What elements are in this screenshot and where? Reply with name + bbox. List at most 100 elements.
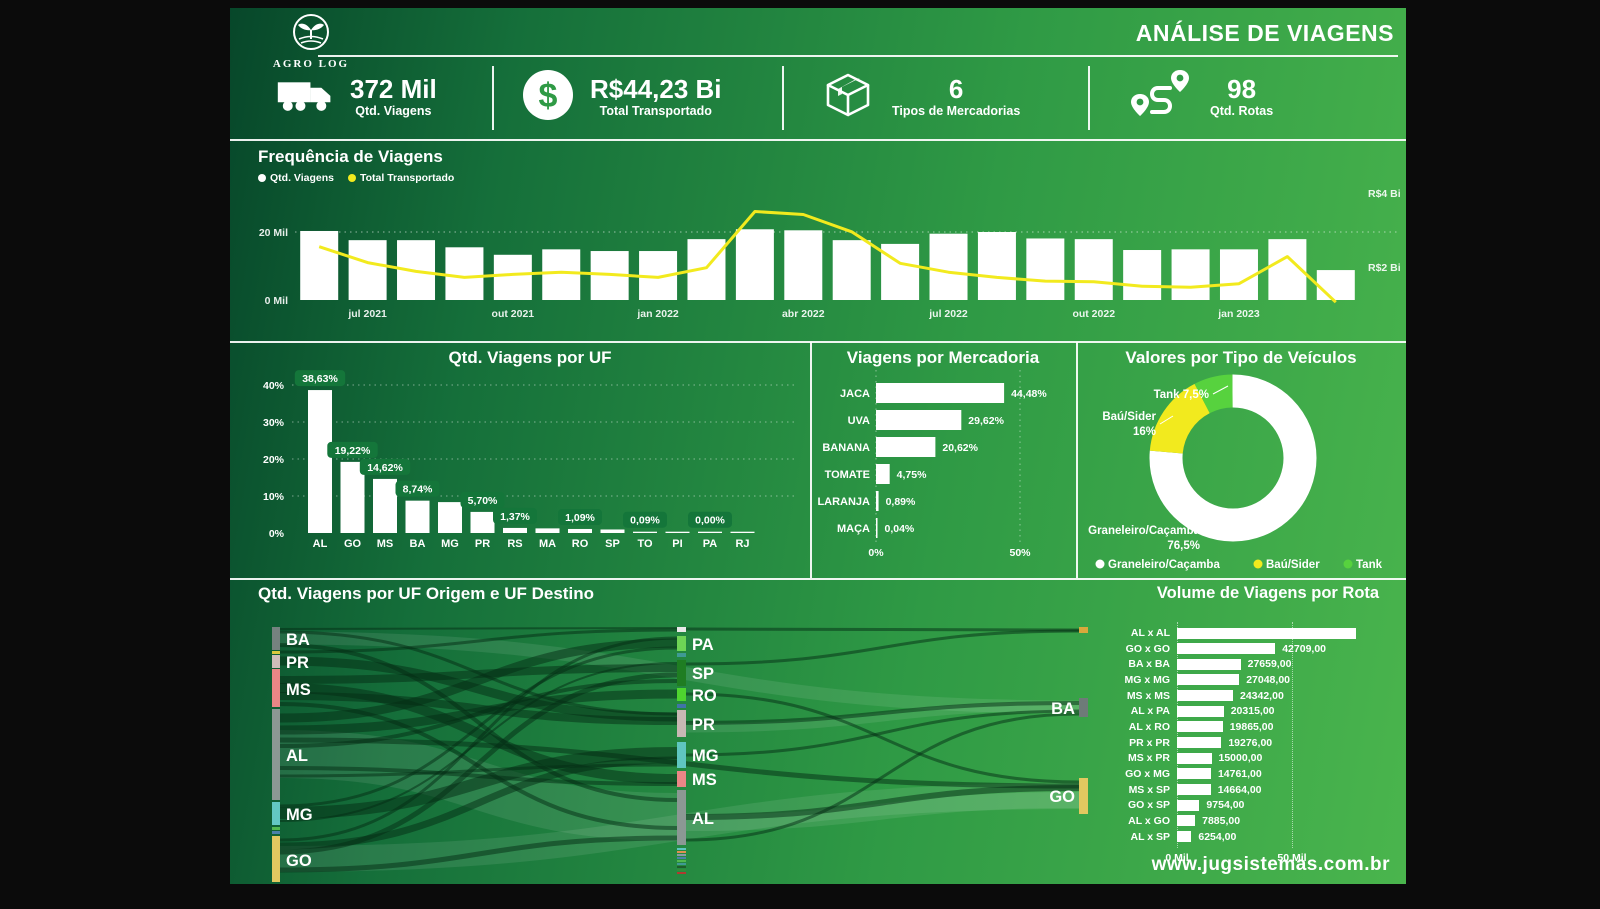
- volume-bar[interactable]: [1177, 674, 1240, 686]
- sankey-flow[interactable]: [685, 701, 1080, 733]
- uf-bar[interactable]: [373, 478, 397, 533]
- veiculos-donut-chart[interactable]: Tank 7,5% Baú/Sider 16% Graneleiro/Caçamba 7…: [1076, 342, 1406, 578]
- volume-bar[interactable]: [1177, 658, 1241, 670]
- mercadoria-bar[interactable]: [876, 464, 890, 484]
- sankey-flow[interactable]: [685, 712, 1080, 842]
- sankey-node[interactable]: [677, 848, 686, 850]
- uf-bar[interactable]: [698, 531, 722, 533]
- sankey-flow[interactable]: [279, 627, 678, 630]
- sankey-flow[interactable]: [685, 792, 1080, 831]
- freq-bar[interactable]: [735, 229, 774, 300]
- sankey-flow[interactable]: [685, 701, 1080, 725]
- sankey-flow[interactable]: [279, 766, 678, 786]
- sankey-node[interactable]: [677, 627, 686, 632]
- volume-bar[interactable]: [1177, 627, 1357, 639]
- sankey-node[interactable]: [677, 660, 686, 686]
- uf-bar[interactable]: [438, 502, 462, 533]
- volume-bar[interactable]: [1177, 768, 1211, 780]
- freq-bar[interactable]: [542, 249, 581, 300]
- sankey-node[interactable]: [677, 857, 686, 859]
- freq-bar[interactable]: [1123, 250, 1162, 300]
- sankey-node[interactable]: [677, 866, 686, 868]
- freq-bar[interactable]: [1026, 238, 1065, 300]
- sankey-node[interactable]: [677, 851, 686, 853]
- sankey-node[interactable]: [677, 869, 686, 871]
- kpi-tipos-mercadorias[interactable]: 6 Tipos de Mercadorias: [820, 64, 1070, 130]
- sankey-flow[interactable]: [685, 785, 1080, 820]
- footer-url[interactable]: www.jugsistemas.com.br: [1151, 854, 1390, 875]
- uf-bar[interactable]: [730, 531, 755, 533]
- sankey-node[interactable]: [677, 704, 686, 708]
- sankey-node[interactable]: [677, 636, 686, 651]
- freq-line[interactable]: [318, 210, 1337, 304]
- sankey-node[interactable]: [272, 655, 280, 668]
- volume-bar[interactable]: [1177, 752, 1212, 764]
- freq-bar[interactable]: [493, 254, 532, 300]
- mercadoria-bar[interactable]: [876, 491, 879, 511]
- uf-bar[interactable]: [600, 529, 625, 533]
- sankey-node[interactable]: [677, 653, 686, 657]
- freq-bar[interactable]: [1171, 249, 1210, 300]
- sankey-node[interactable]: [677, 688, 686, 701]
- sankey-node[interactable]: [272, 709, 280, 800]
- mercadoria-bar-chart[interactable]: 0% 50% JACA 44,48% UVA 29,62% BANANA 20,62% TOMA…: [810, 342, 1076, 578]
- volume-bar[interactable]: [1177, 721, 1223, 733]
- sankey-node[interactable]: [272, 651, 280, 654]
- uf-bar-chart[interactable]: 0% 10% 20% 30% 40% AL 38,63% GO 19,22% MS 14,62% BA…: [230, 342, 810, 578]
- sankey-flow[interactable]: [279, 628, 678, 654]
- freq-bar[interactable]: [1074, 239, 1113, 300]
- sankey-node[interactable]: [272, 836, 280, 882]
- sankey-flow[interactable]: [279, 638, 678, 723]
- sankey-node[interactable]: [1079, 627, 1088, 633]
- donut-slice-tank[interactable]: [1149, 374, 1317, 542]
- frequency-combo-chart[interactable]: 20 Mil 0 Mil R$4 Bi R$2 Bi jul 2021 out 2021 j…: [230, 141, 1406, 341]
- sankey-flow[interactable]: [685, 692, 1080, 784]
- sankey-node[interactable]: [677, 790, 686, 845]
- freq-bar[interactable]: [445, 247, 484, 300]
- volume-bar[interactable]: [1177, 690, 1233, 702]
- kpi-qtd-viagens[interactable]: 372 Mil Qtd. Viagens: [276, 64, 490, 130]
- freq-bar[interactable]: [300, 230, 339, 300]
- sankey-flow[interactable]: [279, 630, 678, 716]
- kpi-qtd-rotas[interactable]: 98 Qtd. Rotas: [1128, 64, 1388, 130]
- volume-bar[interactable]: [1177, 831, 1192, 843]
- sankey-flow[interactable]: [279, 646, 678, 808]
- volume-bar[interactable]: [1177, 815, 1196, 827]
- sankey-node[interactable]: [677, 872, 686, 874]
- mercadoria-bar[interactable]: [876, 518, 878, 538]
- freq-bar[interactable]: [977, 232, 1016, 300]
- sankey-flow[interactable]: [279, 683, 678, 784]
- sankey-node[interactable]: [677, 860, 686, 862]
- volume-rota-chart[interactable]: 0 Mil 50 Mil AL x AL GO x GO 42709,00 BA x BA…: [1090, 620, 1406, 870]
- uf-bar[interactable]: [470, 511, 495, 533]
- sankey-node[interactable]: [272, 627, 280, 650]
- uf-bar[interactable]: [340, 461, 365, 533]
- freq-bar[interactable]: [832, 240, 871, 300]
- sankey-node[interactable]: [1079, 698, 1088, 717]
- sankey-flow[interactable]: [279, 702, 678, 830]
- sankey-flow[interactable]: [279, 679, 678, 748]
- sankey-flow[interactable]: [685, 709, 1080, 757]
- volume-bar[interactable]: [1177, 705, 1224, 717]
- mercadoria-bar[interactable]: [876, 383, 1005, 403]
- sankey-flow[interactable]: [685, 629, 1080, 666]
- freq-bar[interactable]: [1219, 249, 1258, 300]
- sankey-node[interactable]: [272, 827, 280, 830]
- volume-bar[interactable]: [1177, 799, 1200, 811]
- uf-bar[interactable]: [568, 528, 592, 533]
- sankey-node[interactable]: [677, 854, 686, 856]
- sankey-node[interactable]: [1079, 778, 1088, 814]
- sankey-node[interactable]: [677, 771, 686, 787]
- freq-bar[interactable]: [881, 243, 920, 300]
- uf-bar[interactable]: [308, 390, 332, 533]
- sankey-flow[interactable]: [279, 636, 678, 842]
- uf-bar[interactable]: [535, 528, 560, 533]
- sankey-flow[interactable]: [279, 763, 678, 778]
- sankey-node[interactable]: [272, 802, 280, 825]
- freq-bar[interactable]: [1316, 270, 1355, 300]
- sankey-node[interactable]: [272, 831, 280, 834]
- origin-destination-sankey[interactable]: BA PR MS AL MG GO PA SP RO PR MG MS AL BA GO: [270, 618, 1160, 886]
- mercadoria-bar[interactable]: [876, 410, 962, 430]
- volume-bar[interactable]: [1177, 643, 1276, 655]
- uf-bar[interactable]: [665, 531, 690, 533]
